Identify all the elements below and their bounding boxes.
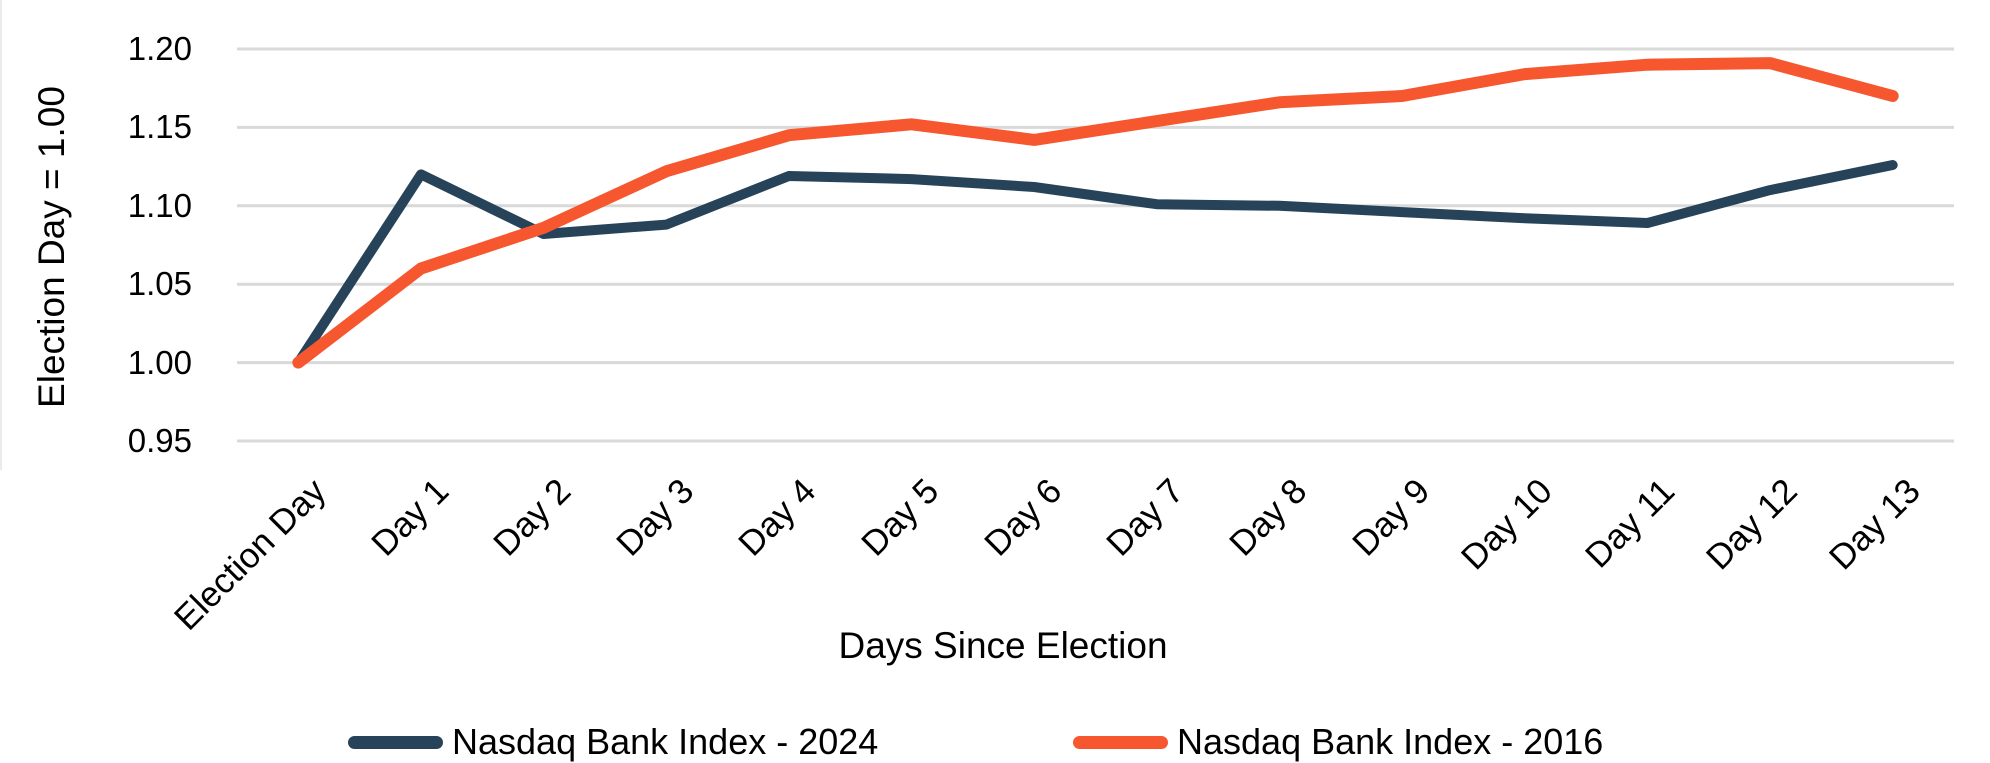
x-axis-title: Days Since Election [838,625,1168,666]
y-tick-label: 0.95 [127,422,192,459]
y-tick-label: 1.20 [127,30,192,67]
legend-swatch-2024-icon [348,735,443,749]
y-tick-label: 1.10 [127,186,192,224]
series-line-2024 [293,160,1898,368]
legend-label-2016: Nasdaq Bank Index - 2016 [1177,721,1604,762]
y-tick-label: 1.15 [127,108,192,146]
y-tick-label: 1.00 [127,343,192,381]
legend-swatch-2016-icon [1073,735,1168,749]
series-line-2016 [292,57,1899,369]
legend-item-2024: Nasdaq Bank Index - 2024 [348,721,879,762]
legend-label-2024: Nasdaq Bank Index - 2024 [452,721,879,762]
y-tick-label: 1.05 [127,265,192,303]
y-axis-title: Election Day = 1.00 [31,86,72,408]
page-edge-line [0,0,2,470]
legend-item-2016: Nasdaq Bank Index - 2016 [1073,721,1604,762]
gridlines [237,47,1954,443]
